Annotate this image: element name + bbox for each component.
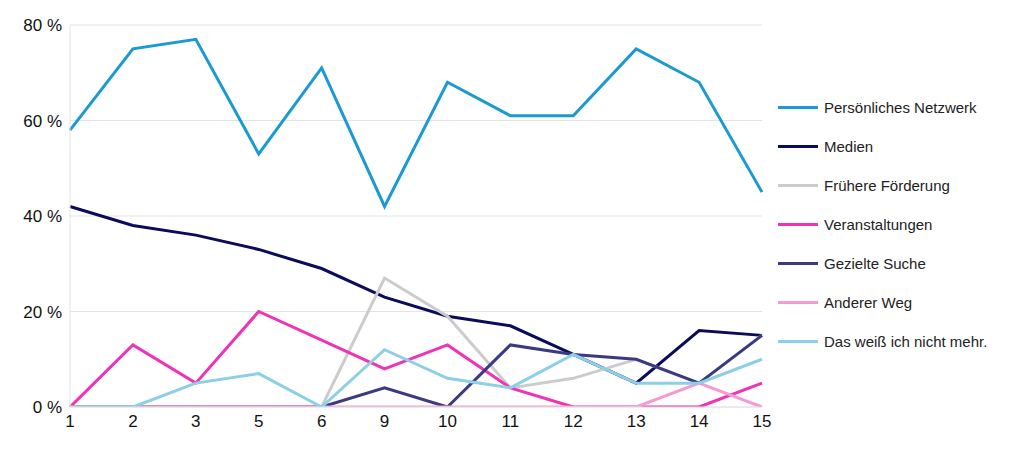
svg-text:10: 10 [438, 412, 457, 431]
svg-text:6: 6 [317, 412, 326, 431]
svg-text:2: 2 [128, 412, 137, 431]
svg-text:13: 13 [627, 412, 646, 431]
svg-text:5: 5 [254, 412, 263, 431]
svg-text:60 %: 60 % [23, 112, 62, 131]
html-text:Frühere Förderung: Frühere Förderung [824, 177, 950, 194]
html-text:Veranstaltungen: Veranstaltungen [824, 216, 933, 233]
svg-text:11: 11 [502, 412, 520, 431]
svg-text:12: 12 [564, 412, 583, 431]
svg-text:80 %: 80 % [23, 16, 62, 35]
svg-text:40 %: 40 % [23, 207, 62, 226]
svg-text:0 %: 0 % [33, 398, 62, 417]
svg-text:9: 9 [380, 412, 389, 431]
html-text:Medien: Medien [824, 138, 874, 155]
svg-text:1: 1 [65, 412, 74, 431]
html-text:Gezielte Suche: Gezielte Suche [824, 255, 926, 272]
html-text:Persönliches Netzwerk: Persönliches Netzwerk [824, 99, 977, 116]
svg-text:20 %: 20 % [23, 303, 62, 322]
svg-text:3: 3 [191, 412, 200, 431]
svg-text:14: 14 [690, 412, 709, 431]
svg-text:15: 15 [753, 412, 772, 431]
html-text:Anderer Weg: Anderer Weg [824, 294, 913, 311]
html-text:Das weiß ich nicht mehr.: Das weiß ich nicht mehr. [824, 333, 988, 350]
